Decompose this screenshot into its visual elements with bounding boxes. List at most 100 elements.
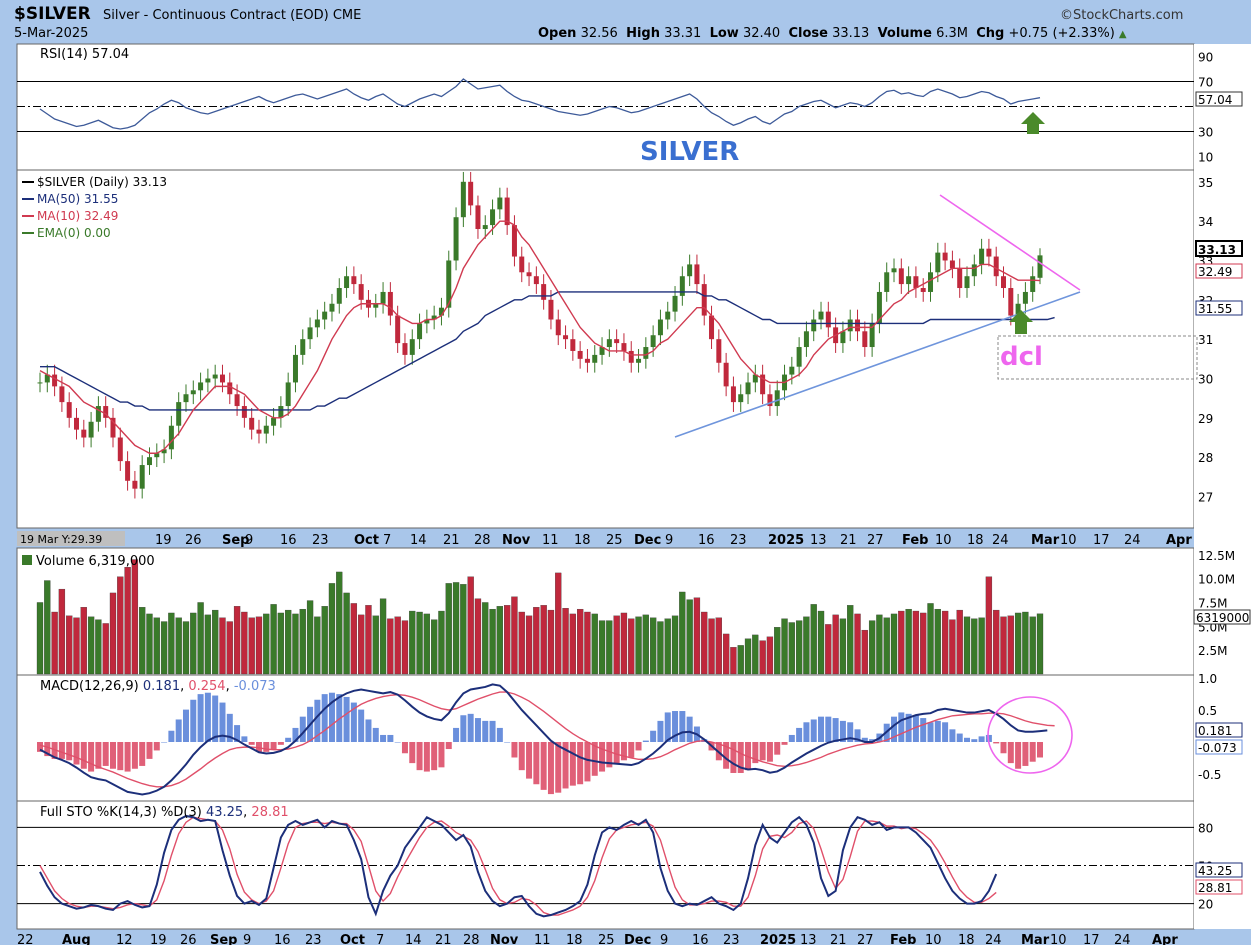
candle-up	[205, 378, 211, 383]
macd-histogram-bar	[358, 709, 365, 742]
date-axis-label: 21	[435, 933, 452, 945]
candle-down	[103, 406, 109, 418]
candle-up	[453, 217, 459, 261]
volume-bar	[817, 610, 825, 675]
volume-bar	[635, 616, 642, 675]
macd-histogram-bar	[204, 692, 211, 742]
price-axis-label: 28	[1198, 451, 1213, 465]
price-legend-item: EMA(0) 0.00	[37, 226, 111, 240]
candle-up	[460, 181, 466, 218]
macd-histogram-bar	[161, 742, 168, 743]
volume-bar	[934, 608, 941, 675]
macd-histogram-bar	[650, 730, 657, 742]
volume-bar	[233, 606, 241, 675]
macd-histogram-bar	[825, 716, 832, 742]
candle-up	[154, 453, 160, 458]
candle-up	[307, 327, 313, 340]
volume-bar	[781, 618, 788, 675]
date-axis-label: Nov	[502, 533, 531, 548]
volume-bar	[832, 614, 839, 675]
candle-up	[446, 260, 452, 308]
volume-bar	[336, 571, 343, 675]
date-axis-label: 18	[958, 933, 975, 945]
candle-down	[621, 343, 627, 351]
candle-down	[395, 315, 401, 344]
volume-bar	[124, 567, 131, 675]
candle-up	[183, 394, 189, 403]
candle-down	[628, 350, 634, 363]
macd-histogram-bar	[526, 742, 533, 779]
date-label: 5-Mar-2025	[14, 26, 89, 41]
volume-axis-label: 10.0M	[1198, 573, 1235, 587]
candle-down	[555, 319, 561, 336]
candle-down	[584, 358, 590, 363]
macd-histogram-bar	[394, 742, 401, 743]
date-axis-label: 14	[405, 933, 422, 945]
macd-histogram-bar	[934, 720, 941, 742]
macd-axis-label: -0.5	[1198, 768, 1221, 782]
ma10-badge-text: 32.49	[1198, 265, 1232, 279]
brand[interactable]: ©StockCharts.com	[1060, 8, 1184, 23]
macd-histogram-bar	[292, 727, 299, 742]
volume-bar	[606, 620, 613, 675]
macd-histogram-bar	[869, 739, 876, 742]
date-axis-label: 14	[410, 533, 427, 548]
volume-bar	[525, 615, 533, 675]
price-axis-label: 29	[1198, 412, 1213, 426]
date-axis-label: 22	[17, 933, 34, 945]
volume-bar	[190, 612, 197, 675]
volume-bar	[949, 619, 956, 675]
candle-down	[234, 394, 240, 407]
date-axis-label: 18	[967, 533, 984, 548]
volume-bar	[328, 583, 336, 675]
candle-down	[993, 256, 999, 277]
candle-up	[497, 197, 503, 210]
macd-histogram-bar	[226, 713, 233, 742]
candle-down	[949, 260, 955, 269]
volume-bar	[956, 609, 963, 675]
close-badge-text: 33.13	[1198, 243, 1236, 257]
macd-histogram-bar	[912, 715, 919, 742]
volume-bar	[358, 614, 365, 675]
macd-histogram-bar	[547, 742, 554, 795]
volume-bar	[1029, 616, 1036, 675]
candle-down	[723, 362, 729, 387]
candle-down	[709, 315, 715, 340]
candle-up	[482, 225, 488, 230]
candle-up	[928, 272, 934, 292]
candle-up	[146, 457, 152, 466]
candle-up	[278, 406, 284, 418]
macd-histogram-bar	[971, 739, 978, 742]
volume-bar	[642, 614, 649, 675]
symbol: $SILVER	[14, 4, 91, 24]
date-axis-label: 12	[116, 933, 133, 945]
candle-up	[687, 264, 693, 277]
macd-histogram-bar	[504, 742, 511, 743]
macd-histogram-bar	[891, 716, 898, 742]
candle-up	[292, 354, 298, 383]
volume-bar	[613, 615, 620, 675]
macd-histogram-bar	[212, 695, 219, 742]
volume-bar	[679, 591, 686, 675]
volume-badge	[1193, 609, 1251, 625]
volume-bar	[445, 583, 452, 675]
candle-down	[694, 264, 700, 285]
volume-bar	[898, 610, 905, 675]
volume-axis-label: 2.5M	[1198, 644, 1227, 658]
sto-axis-label: 80	[1198, 821, 1213, 835]
candle-down	[52, 374, 58, 387]
candle-down	[475, 205, 481, 230]
macd-histogram-bar	[1007, 742, 1014, 764]
price-legend-item: MA(50) 31.55	[37, 192, 118, 206]
date-axis-label: 9	[665, 533, 673, 548]
candle-up	[263, 425, 269, 434]
candle-down	[387, 291, 393, 316]
volume-bar	[649, 617, 657, 675]
chg-value: +0.75 (+2.33%)	[1008, 26, 1115, 41]
volume-bar	[766, 636, 774, 675]
macd-histogram-bar	[533, 742, 540, 785]
macd-histogram-bar	[766, 742, 773, 762]
macd-histogram-bar	[460, 715, 467, 742]
volume-bar	[423, 613, 431, 675]
macd-histogram-bar	[51, 742, 58, 759]
